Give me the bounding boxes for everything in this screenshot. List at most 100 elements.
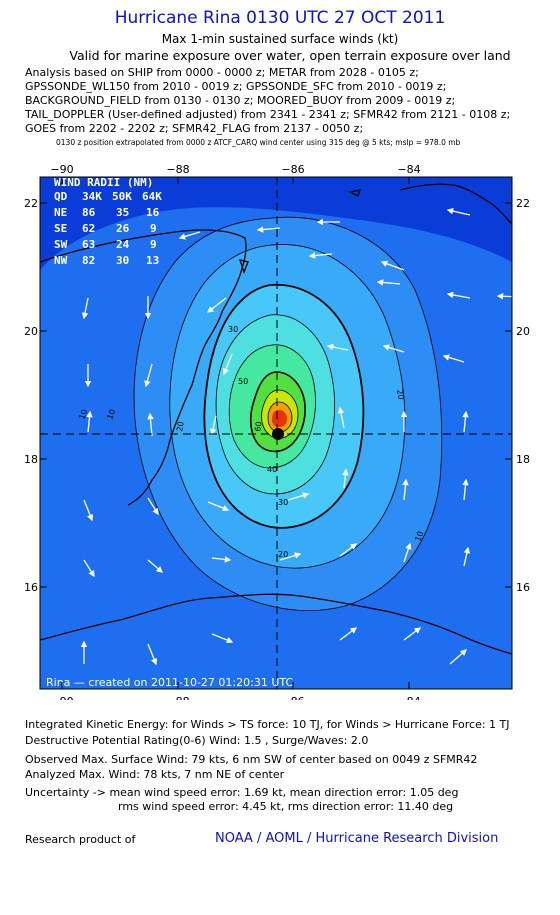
lat-label-left: 22 [24, 197, 38, 210]
wind-arrow [83, 559, 95, 578]
wind-arrow [446, 207, 471, 216]
wind-arrow [209, 415, 217, 436]
lon-label-top: −86 [281, 163, 304, 176]
lon-label-top: −84 [397, 163, 420, 176]
contour-label: 10 [413, 530, 425, 543]
wind-arrow [206, 297, 227, 313]
source-line: Analysis based on SHIP from 0000 - 0000 … [25, 66, 419, 79]
wind-arrow [463, 546, 471, 567]
wind-radii-cell: 16 [146, 206, 160, 219]
wind-arrow [81, 297, 89, 320]
lat-label-left: 18 [24, 453, 38, 466]
wind-arrow [211, 633, 234, 644]
contour-label: 40 [267, 465, 277, 474]
wind-radii-title: WIND RADII (NM) [54, 176, 153, 189]
wind-arrow [83, 499, 94, 522]
wind-radii-cell: NE [54, 206, 67, 219]
wind-radii-cell: 86 [82, 206, 96, 219]
contour-line [249, 371, 306, 453]
contour-label: 50 [238, 377, 248, 386]
contour-line [133, 216, 443, 611]
source-line: GOES from 2202 - 2202 z; SFMR42_FLAG fro… [25, 122, 364, 135]
wind-radii-cell: 9 [150, 238, 157, 251]
wind-arrow [382, 344, 405, 353]
contour-line [169, 244, 406, 569]
lon-label-bottom: −90 [50, 695, 73, 700]
wind-radii-cell: 82 [82, 254, 95, 267]
wind-contour-fill [272, 410, 287, 427]
wind-arrow [147, 643, 158, 666]
contour-label: 20 [395, 389, 406, 401]
wind-arrow [337, 406, 345, 429]
research-label: Research product of [25, 833, 136, 846]
wind-radii-header: 64K [142, 190, 162, 203]
source-line: BACKGROUND_FIELD from 0130 - 0130 z; MOO… [25, 94, 456, 107]
wind-arrow [211, 556, 232, 563]
contour-label: 60 [253, 421, 264, 433]
lat-label-right: 18 [516, 453, 530, 466]
wind-arrow [147, 497, 159, 516]
lon-label-top: −88 [166, 163, 189, 176]
dpr-line: Destructive Potential Rating(0-6) Wind: … [25, 734, 369, 747]
lon-label-bottom: −88 [166, 695, 189, 700]
wind-arrow [402, 478, 409, 501]
wind-arrow [222, 353, 233, 376]
wind-arrow [462, 478, 469, 501]
wind-arrow [287, 492, 310, 501]
contour-label: 30 [228, 325, 238, 334]
contour-label: 20 [278, 550, 288, 559]
wind-radii-cell: SE [54, 222, 67, 235]
wind-radii-cell: 24 [116, 238, 130, 251]
lon-label-bottom: −84 [397, 695, 420, 700]
wind-arrow [144, 363, 153, 388]
wind-radii-cell: 13 [146, 254, 159, 267]
wind-arrow [147, 559, 163, 573]
uncertainty-line: Uncertainty -> mean wind speed error: 1.… [25, 786, 459, 799]
lat-label-right: 22 [516, 197, 530, 210]
lon-label-top: −90 [50, 163, 73, 176]
cuba-coast [399, 183, 512, 225]
wind-arrow [446, 291, 471, 299]
wind-arrow [339, 543, 358, 557]
contour-label: 20 [175, 421, 186, 433]
lon-label-bottom: −86 [281, 695, 304, 700]
wind-arrow [256, 226, 281, 233]
wind-arrow [342, 468, 349, 489]
noaa-credit-link[interactable]: NOAA / AOML / Hurricane Research Divisio… [215, 831, 499, 846]
wind-arrow [308, 252, 333, 259]
yucatan-coast [239, 259, 249, 274]
wind-radii-cell: 62 [82, 222, 95, 235]
storm-center-marker [272, 428, 284, 440]
contour-line [203, 283, 365, 529]
analyzed-max-line: Analyzed Max. Wind: 78 kts, 7 nm NE of c… [25, 768, 285, 781]
honduras-coast [40, 593, 512, 655]
contour-label: 10 [105, 408, 117, 421]
wind-radii-cell: SW [54, 238, 68, 251]
wind-radii-cell: 35 [116, 206, 129, 219]
island-coast [348, 189, 361, 197]
validity-line: Valid for marine exposure over water, op… [69, 48, 511, 63]
wind-radii-header: QD [54, 190, 68, 203]
yucatan-coast [40, 229, 247, 506]
wind-arrow [147, 412, 154, 437]
wind-arrow [178, 231, 201, 240]
wind-arrow [462, 410, 469, 433]
ike-line: Integrated Kinetic Energy: for Winds > T… [25, 718, 510, 731]
wind-arrow [376, 279, 401, 286]
wind-arrow [207, 501, 230, 512]
contour-label: 10 [77, 408, 89, 421]
wind-arrow [339, 627, 358, 641]
lat-label-right: 20 [516, 325, 530, 338]
position-note: 0130 z position extrapolated from 0000 z… [56, 138, 461, 147]
wind-arrow [449, 649, 467, 665]
wind-radii-cell: NW [54, 254, 68, 267]
wind-arrow [403, 542, 412, 563]
lat-label-left: 16 [24, 581, 38, 594]
map-title: Hurricane Rina 0130 UTC 27 OCT 2011 [114, 8, 446, 28]
observed-max-line: Observed Max. Surface Wind: 79 kts, 6 nm… [25, 753, 478, 766]
map-subtitle: Max 1-min sustained surface winds (kt) [161, 32, 399, 46]
creation-stamp: Rina — created on 2011-10-27 01:20:31 UT… [46, 676, 293, 689]
map-frame [39, 176, 513, 690]
wind-field-map: −90 −88 −86 −84 −90 −88 −86 −84 22 20 18… [24, 163, 530, 700]
lat-label-left: 20 [24, 325, 38, 338]
